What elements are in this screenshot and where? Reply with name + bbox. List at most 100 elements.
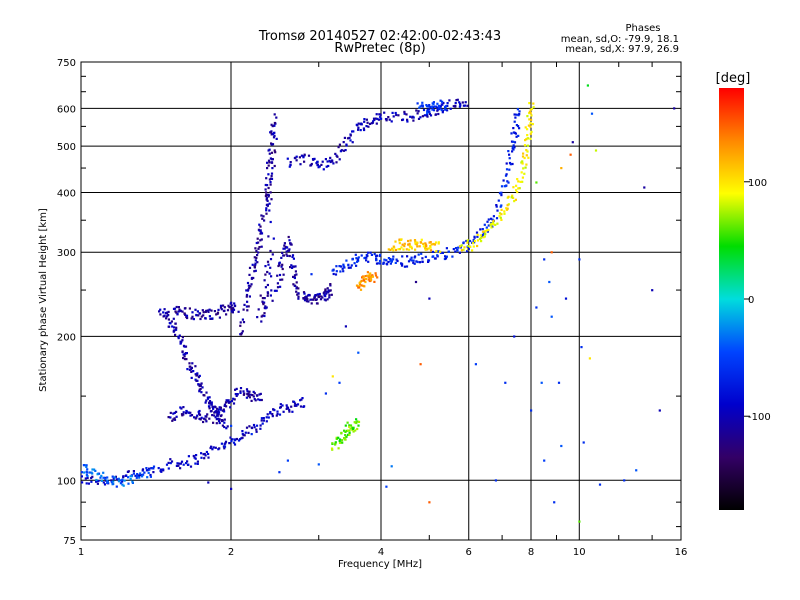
legend-heading: Phases bbox=[625, 23, 660, 34]
data-point bbox=[272, 136, 276, 139]
data-point bbox=[175, 311, 178, 314]
data-point bbox=[425, 113, 429, 116]
data-point bbox=[351, 141, 354, 144]
data-point bbox=[308, 293, 311, 297]
data-point bbox=[377, 262, 380, 265]
data-point bbox=[355, 123, 358, 126]
data-point bbox=[293, 274, 297, 277]
data-point bbox=[417, 110, 420, 113]
data-point bbox=[349, 266, 352, 269]
data-point bbox=[205, 450, 208, 454]
data-point bbox=[222, 304, 225, 307]
data-point bbox=[446, 109, 449, 112]
data-point bbox=[363, 128, 366, 132]
data-point bbox=[260, 214, 263, 217]
data-point bbox=[218, 421, 221, 425]
data-point bbox=[505, 168, 509, 171]
data-point bbox=[202, 314, 205, 317]
data-point bbox=[220, 442, 223, 445]
data-point bbox=[188, 307, 191, 310]
data-point bbox=[202, 453, 205, 456]
data-point bbox=[285, 253, 288, 256]
data-point bbox=[167, 467, 170, 470]
data-point bbox=[215, 422, 218, 425]
data-point bbox=[313, 296, 316, 299]
data-point bbox=[347, 433, 350, 436]
data-point bbox=[227, 399, 230, 402]
data-point bbox=[224, 440, 228, 443]
data-point bbox=[382, 261, 385, 264]
data-point bbox=[408, 242, 411, 245]
data-point bbox=[205, 420, 208, 423]
data-point bbox=[329, 283, 332, 286]
data-point bbox=[429, 246, 432, 249]
data-point bbox=[532, 106, 535, 109]
data-point bbox=[252, 423, 256, 427]
data-point bbox=[412, 259, 415, 262]
data-point bbox=[359, 288, 363, 291]
data-point bbox=[264, 273, 267, 276]
data-point bbox=[324, 299, 327, 302]
data-point bbox=[487, 228, 490, 232]
data-point bbox=[163, 308, 166, 311]
data-point bbox=[458, 105, 461, 108]
data-point bbox=[459, 104, 462, 107]
data-point bbox=[643, 186, 646, 189]
data-point bbox=[322, 168, 325, 171]
data-point bbox=[289, 266, 292, 269]
data-point bbox=[192, 370, 195, 373]
data-point bbox=[360, 122, 363, 125]
data-point bbox=[266, 193, 269, 196]
data-point bbox=[411, 116, 414, 119]
data-point bbox=[560, 444, 563, 448]
data-point bbox=[525, 163, 528, 166]
data-point bbox=[179, 462, 182, 465]
data-point bbox=[523, 156, 526, 160]
y-tick-label: 75 bbox=[63, 536, 76, 547]
data-point bbox=[357, 122, 360, 125]
data-point bbox=[275, 116, 278, 119]
data-point bbox=[373, 118, 376, 121]
data-point bbox=[439, 105, 442, 108]
data-point bbox=[433, 243, 436, 246]
data-point bbox=[265, 420, 268, 423]
data-point bbox=[170, 320, 173, 323]
data-point bbox=[102, 476, 105, 479]
data-point bbox=[517, 134, 520, 137]
data-point bbox=[444, 257, 448, 260]
data-point bbox=[377, 118, 380, 121]
data-point bbox=[427, 259, 430, 262]
data-point bbox=[95, 480, 98, 483]
data-point bbox=[412, 261, 415, 264]
data-point bbox=[473, 239, 476, 243]
data-point bbox=[216, 312, 219, 315]
data-point bbox=[348, 431, 351, 434]
data-point bbox=[337, 447, 340, 450]
data-point bbox=[386, 263, 389, 266]
data-point bbox=[444, 108, 447, 111]
data-point bbox=[348, 433, 351, 436]
data-point bbox=[350, 264, 353, 267]
data-point bbox=[528, 102, 531, 105]
data-point bbox=[289, 242, 292, 245]
data-point bbox=[253, 256, 256, 259]
data-point bbox=[223, 425, 226, 429]
data-point bbox=[420, 104, 423, 107]
data-point bbox=[365, 125, 368, 128]
data-point bbox=[535, 181, 538, 184]
data-point bbox=[295, 290, 298, 293]
data-point bbox=[90, 476, 93, 480]
data-point bbox=[196, 372, 199, 375]
data-point bbox=[195, 374, 198, 377]
data-point bbox=[294, 284, 297, 287]
data-point bbox=[298, 156, 301, 159]
data-point bbox=[278, 262, 281, 265]
data-point bbox=[145, 467, 148, 470]
data-point bbox=[421, 115, 424, 118]
data-point bbox=[202, 311, 205, 314]
data-point bbox=[360, 279, 363, 282]
data-point bbox=[157, 467, 160, 470]
data-point bbox=[331, 442, 334, 445]
data-point bbox=[181, 339, 184, 342]
data-point bbox=[406, 255, 409, 258]
